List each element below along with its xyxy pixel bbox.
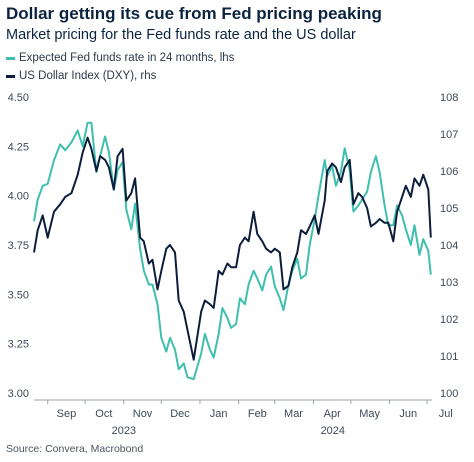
x-tick-label: Oct [95,408,112,420]
x-tick-label: May [359,408,380,420]
legend-item-fed-funds: Expected Fed funds rate in 24 months, lh… [6,52,234,64]
x-tick-label: Dec [170,408,190,420]
source-note: Source: Convera, Macrobond [6,443,144,455]
y-right-tick-label: 106 [440,166,458,178]
chart-subtitle: Market pricing for the Fed funds rate an… [6,27,356,43]
legend-swatch-dxy [6,74,15,78]
series-line-fed-funds [33,121,432,381]
y-left-tick-label: 4.25 [8,141,29,153]
series-line-dxy [33,136,432,361]
x-tick-label: Jun [399,408,417,420]
y-right-tick-label: 105 [440,203,458,215]
y-left-tick-label: 3.00 [8,388,29,400]
y-right-tick-label: 101 [440,351,458,363]
legend-label-dxy: US Dollar Index (DXY), rhs [19,70,157,82]
y-right-tick-label: 104 [440,240,458,252]
x-tick-label: Mar [284,408,303,420]
y-right-tick-label: 100 [440,388,458,400]
x-tick-label: Jan [210,408,228,420]
legend-swatch-fed-funds [6,56,15,60]
y-right-tick-label: 103 [440,277,458,289]
x-year-label: 2023 [112,425,136,437]
legend-label-fed-funds: Expected Fed funds rate in 24 months, lh… [19,52,235,64]
x-tick-label: Feb [248,408,267,420]
y-left-tick-label: 3.50 [8,289,29,301]
y-right-tick-label: 108 [440,92,458,104]
x-tick-label: Nov [133,408,153,420]
x-tick-label: Sep [57,408,77,420]
y-right-tick-label: 107 [440,129,458,141]
y-left-tick-label: 4.00 [8,191,29,203]
y-left-tick-label: 3.75 [8,240,29,252]
legend-item-dxy: US Dollar Index (DXY), rhs [6,70,156,82]
x-tick-label: Apr [324,408,341,420]
y-left-tick-label: 3.25 [8,339,29,351]
x-tick-label: Jul [439,408,453,420]
x-year-label: 2024 [321,425,345,437]
y-left-tick-label: 4.50 [8,92,29,104]
y-right-tick-label: 102 [440,314,458,326]
chart-title: Dollar getting its cue from Fed pricing … [6,4,382,23]
